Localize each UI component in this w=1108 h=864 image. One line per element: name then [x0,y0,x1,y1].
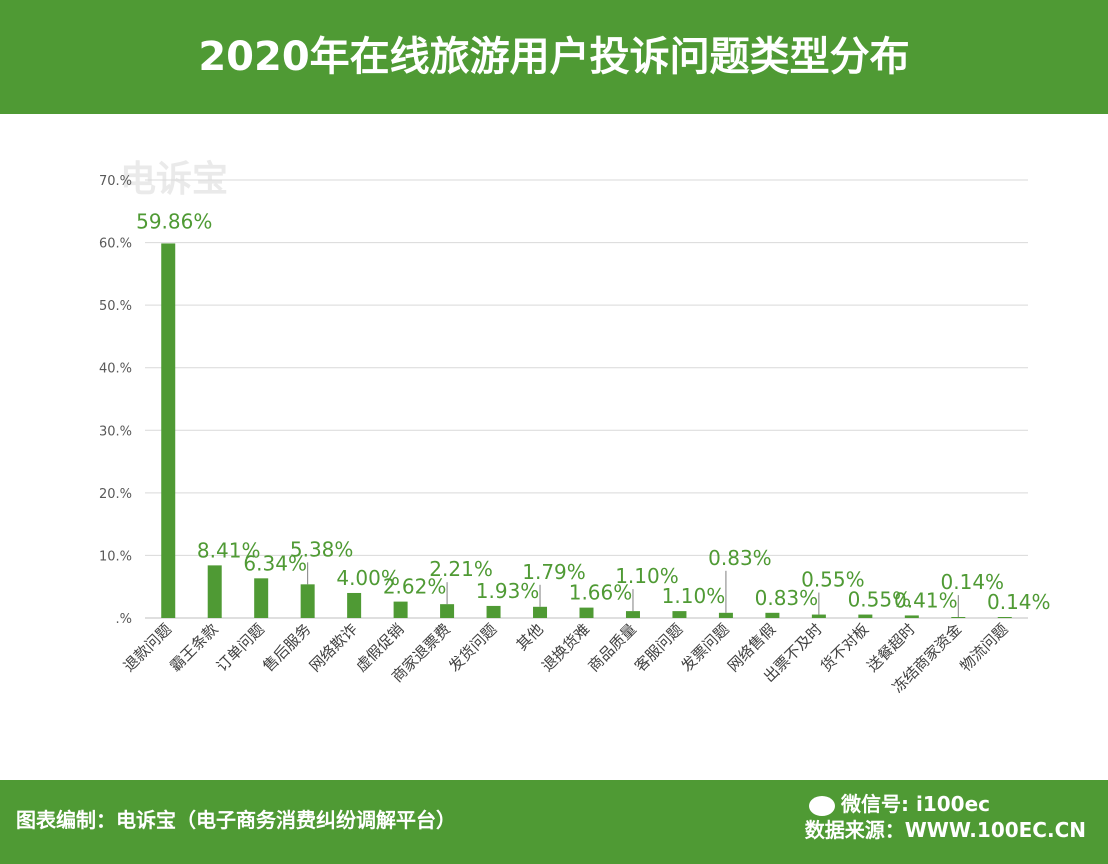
bar [207,565,222,618]
data-label: 1.10% [662,584,726,608]
wechat-label: 微信号: i100ec [841,792,990,816]
data-label: 6.34% [243,551,307,575]
x-tick-label: 商品质量 [585,620,640,675]
x-tick-label: 发票问题 [678,620,733,675]
bar [579,607,594,618]
bar [858,614,873,618]
bar [625,611,640,618]
bar [997,617,1012,618]
bar [161,243,176,618]
data-label: 2.21% [429,557,493,581]
wechat-icon [809,795,836,816]
y-tick-label: 50.% [99,299,132,314]
bar [765,612,780,618]
bar [347,592,362,618]
x-tick-label: 货不对板 [817,620,872,675]
chart-title: 2020年在线旅游用户投诉问题类型分布 [198,34,910,80]
x-tick-label: 物流问题 [956,620,1011,675]
y-tick-label: .% [116,612,133,627]
y-tick-label: 60.% [99,237,132,252]
data-label: 2.62% [383,575,447,599]
header-bar: 2020年在线旅游用户投诉问题类型分布 [0,0,1108,114]
data-label: 0.83% [708,546,772,570]
data-label: 1.93% [476,579,540,603]
bar [393,601,408,618]
data-label: 1.79% [522,560,586,584]
data-label: 8.41% [197,538,261,562]
x-tick-label: 发货问题 [445,620,500,675]
y-tick-label: 30.% [99,424,132,439]
footer-credit: 图表编制：电诉宝（电子商务消费纠纷调解平台） [16,808,456,832]
x-tick-label: 客服问题 [631,620,686,675]
x-tick-label: 退款问题 [120,620,175,675]
data-label: 0.55% [801,568,865,592]
data-label: 0.55% [848,588,912,612]
data-label: 4.00% [336,566,400,590]
bar [672,611,687,618]
y-tick-label: 40.% [99,362,132,377]
bar [951,617,966,618]
bar-chart: .% 10.% 20.% 30.% 40.% 50.% 60.% 70.% 59.86% 退款问题… [99,174,1051,696]
x-tick-label: 其他 [513,620,547,654]
y-tick-label: 20.% [99,487,132,502]
data-label: 0.14% [987,590,1051,614]
data-label: 0.14% [941,570,1005,594]
data-label: 0.83% [755,586,819,610]
bar [300,584,315,618]
data-label: 59.86% [136,210,212,234]
y-tick-label: 70.% [99,174,132,189]
footer-bar: 图表编制：电诉宝（电子商务消费纠纷调解平台） 微信号: i100ec 数据来源：… [0,780,1108,864]
x-tick-label: 退换货难 [538,620,593,675]
bar [254,578,269,618]
bar [533,606,548,618]
footer-source: 数据来源：WWW.100EC.CN [804,818,1086,842]
x-tick-label: 网络欺诈 [306,620,361,675]
wechat-id: 微信号: i100ec [809,788,990,817]
data-label: 1.10% [615,564,679,588]
bar [440,604,455,618]
x-tick-label: 售后服务 [259,620,314,675]
bar [811,614,826,618]
bar [718,612,733,618]
x-tick-label: 订单问题 [213,620,268,675]
bar [904,615,919,618]
bar [486,605,501,618]
data-label: 5.38% [290,537,354,561]
data-label: 0.41% [894,588,958,612]
data-label: 1.66% [569,581,633,605]
x-tick-label: 霸王条款 [166,620,221,675]
y-tick-label: 10.% [99,549,132,564]
